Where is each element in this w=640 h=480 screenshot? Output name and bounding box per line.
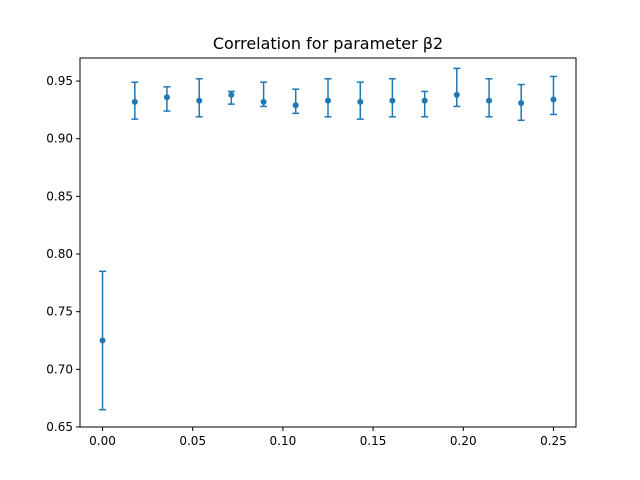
data-point	[389, 97, 396, 104]
y-tick-label: 0.90	[46, 132, 73, 146]
data-point	[357, 98, 364, 105]
data-point	[421, 97, 428, 104]
axes-frame	[79, 57, 577, 428]
data-point	[99, 337, 106, 344]
data-point	[131, 98, 138, 105]
y-tick-label: 0.75	[46, 305, 73, 319]
x-tick-label: 0.00	[89, 434, 116, 448]
data-point	[550, 96, 557, 103]
data-point	[486, 97, 493, 104]
y-tick-label: 0.95	[46, 74, 73, 88]
x-tick-label: 0.20	[450, 434, 477, 448]
plot-area: 0.00 0.05 0.10 0.15 0.20 0.25 0.65 0.70 0.75 0.80…	[46, 67, 567, 448]
data-point	[228, 91, 235, 98]
data-point	[196, 97, 203, 104]
y-tick-label: 0.65	[46, 420, 73, 434]
data-point	[325, 97, 331, 104]
data-point	[260, 98, 267, 105]
chart-title: Correlation for parameter β2	[213, 34, 443, 53]
x-tick-label: 0.10	[270, 434, 297, 448]
x-tick-label: 0.15	[360, 434, 387, 448]
data-point	[292, 102, 299, 109]
x-tick-label: 0.25	[540, 434, 567, 448]
x-tick-label: 0.05	[179, 434, 206, 448]
y-tick-label: 0.80	[46, 247, 73, 261]
y-tick-label: 0.85	[46, 189, 73, 203]
data-point	[518, 99, 525, 106]
data-point	[453, 91, 460, 98]
data-point	[163, 94, 170, 101]
y-tick-label: 0.70	[46, 362, 73, 376]
